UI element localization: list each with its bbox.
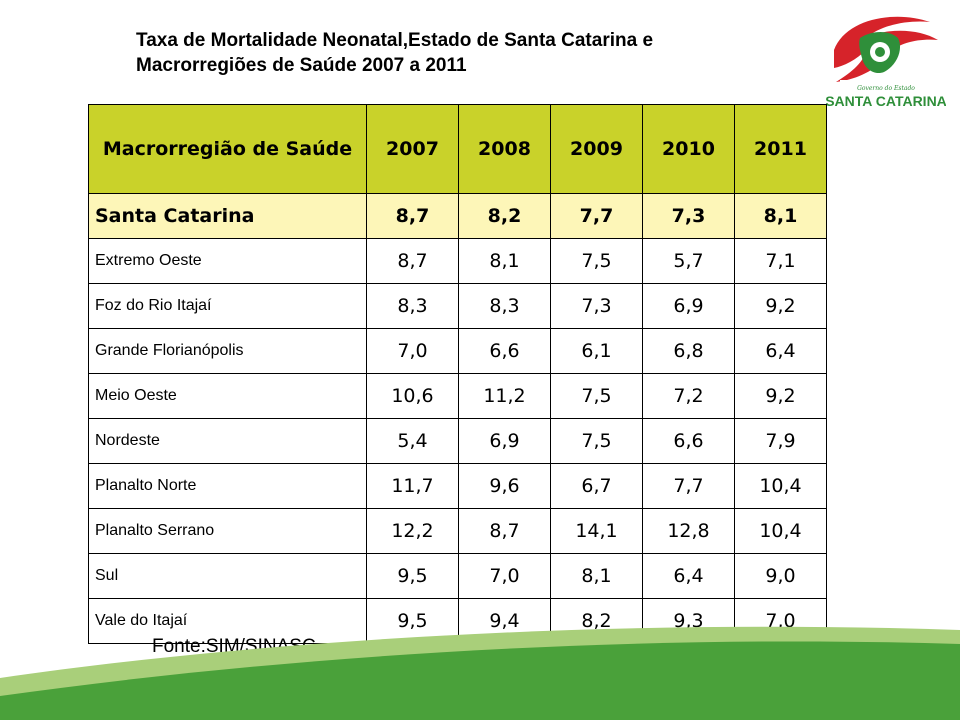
region-name-cell: Vale do Itajaí <box>88 598 367 644</box>
region-column-header: Macrorregião de Saúde <box>88 104 367 194</box>
title-line-1: Taxa de Mortalidade Neonatal,Estado de S… <box>136 30 654 51</box>
value-cell: 6,9 <box>642 283 735 329</box>
value-cell: 7,5 <box>550 373 643 419</box>
value-cell: 7,0 <box>366 328 459 374</box>
value-cell: 7,9 <box>734 418 827 464</box>
value-cell: 7,0 <box>458 553 551 599</box>
value-cell: 6,4 <box>642 553 735 599</box>
table-row: Foz do Rio Itajaí 8,3 8,3 7,3 6,9 9,2 <box>88 283 827 329</box>
table-row: Grande Florianópolis 7,0 6,6 6,1 6,8 6,4 <box>88 328 827 374</box>
value-cell: 7,5 <box>550 238 643 284</box>
value-cell: 5,4 <box>366 418 459 464</box>
year-column-header: 2011 <box>734 104 827 194</box>
year-column-header: 2009 <box>550 104 643 194</box>
value-cell: 6,1 <box>550 328 643 374</box>
value-cell: 9,6 <box>458 463 551 509</box>
value-cell: 7,2 <box>642 373 735 419</box>
value-cell: 7,7 <box>550 193 643 239</box>
value-cell: 6,8 <box>642 328 735 374</box>
santa-catarina-logo-image: Governo do Estado SANTA CATARINA <box>826 16 946 109</box>
decorative-green-wave <box>0 626 960 720</box>
region-name-cell: Planalto Serrano <box>88 508 367 554</box>
value-cell: 7,3 <box>550 283 643 329</box>
region-name-cell: Sul <box>88 553 367 599</box>
value-cell: 9,2 <box>734 283 827 329</box>
table-row: Planalto Norte 11,7 9,6 6,7 7,7 10,4 <box>88 463 827 509</box>
value-cell: 7,3 <box>642 193 735 239</box>
value-cell: 6,4 <box>734 328 827 374</box>
svg-text:Governo do Estado: Governo do Estado <box>857 85 915 92</box>
table-row: Sul 9,5 7,0 8,1 6,4 9,0 <box>88 553 827 599</box>
value-cell: 7,5 <box>550 418 643 464</box>
value-cell: 6,6 <box>642 418 735 464</box>
value-cell: 8,7 <box>366 193 459 239</box>
value-cell: 8,1 <box>550 553 643 599</box>
value-cell: 8,7 <box>366 238 459 284</box>
value-cell: 12,8 <box>642 508 735 554</box>
mortality-table-wrap: Macrorregião de Saúde 2007 2008 2009 201… <box>88 104 827 644</box>
value-cell: 5,7 <box>642 238 735 284</box>
value-cell: 12,2 <box>366 508 459 554</box>
mortality-table: Macrorregião de Saúde 2007 2008 2009 201… <box>88 104 827 644</box>
year-column-header: 2010 <box>642 104 735 194</box>
table-row: Meio Oeste 10,6 11,2 7,5 7,2 9,2 <box>88 373 827 419</box>
value-cell: 8,1 <box>734 193 827 239</box>
value-cell: 6,9 <box>458 418 551 464</box>
value-cell: 8,7 <box>458 508 551 554</box>
santa-catarina-logo: Governo do Estado SANTA CATARINA <box>826 10 946 110</box>
value-cell: 9,5 <box>366 553 459 599</box>
value-cell: 11,7 <box>366 463 459 509</box>
value-cell: 8,3 <box>458 283 551 329</box>
region-name-cell: Grande Florianópolis <box>88 328 367 374</box>
table-row: Nordeste 5,4 6,9 7,5 6,6 7,9 <box>88 418 827 464</box>
region-name-cell: Planalto Norte <box>88 463 367 509</box>
region-name-cell: Foz do Rio Itajaí <box>88 283 367 329</box>
value-cell: 6,7 <box>550 463 643 509</box>
value-cell: 8,2 <box>458 193 551 239</box>
value-cell: 14,1 <box>550 508 643 554</box>
value-cell: 9,0 <box>734 553 827 599</box>
value-cell: 7,7 <box>642 463 735 509</box>
region-name-cell: Santa Catarina <box>88 193 367 239</box>
state-total-row: Santa Catarina 8,7 8,2 7,7 7,3 8,1 <box>88 193 827 239</box>
region-name-cell: Meio Oeste <box>88 373 367 419</box>
table-row: Planalto Serrano 12,2 8,7 14,1 12,8 10,4 <box>88 508 827 554</box>
value-cell: 10,6 <box>366 373 459 419</box>
chart-title: Taxa de Mortalidade Neonatal,Estado de S… <box>136 28 816 78</box>
value-cell: 8,3 <box>366 283 459 329</box>
table-header-row: Macrorregião de Saúde 2007 2008 2009 201… <box>88 104 827 194</box>
value-cell: 11,2 <box>458 373 551 419</box>
title-line-2: Macrorregiões de Saúde 2007 a 2011 <box>136 55 467 76</box>
value-cell: 6,6 <box>458 328 551 374</box>
value-cell: 8,1 <box>458 238 551 284</box>
svg-text:SANTA CATARINA: SANTA CATARINA <box>826 93 946 109</box>
table-row: Extremo Oeste 8,7 8,1 7,5 5,7 7,1 <box>88 238 827 284</box>
value-cell: 9,2 <box>734 373 827 419</box>
value-cell: 10,4 <box>734 508 827 554</box>
region-name-cell: Extremo Oeste <box>88 238 367 284</box>
value-cell: 10,4 <box>734 463 827 509</box>
region-name-cell: Nordeste <box>88 418 367 464</box>
year-column-header: 2008 <box>458 104 551 194</box>
value-cell: 7,1 <box>734 238 827 284</box>
year-column-header: 2007 <box>366 104 459 194</box>
